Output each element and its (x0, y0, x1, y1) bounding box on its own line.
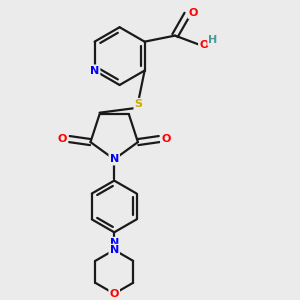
Text: S: S (134, 99, 142, 109)
Text: O: O (110, 289, 119, 299)
Text: N: N (110, 238, 119, 248)
Text: O: O (189, 8, 198, 18)
Text: O: O (58, 134, 67, 144)
Text: N: N (90, 66, 99, 76)
Text: N: N (110, 154, 119, 164)
Text: N: N (110, 245, 119, 255)
Text: H: H (208, 35, 217, 45)
Text: O: O (161, 134, 171, 144)
Text: O: O (199, 40, 208, 50)
